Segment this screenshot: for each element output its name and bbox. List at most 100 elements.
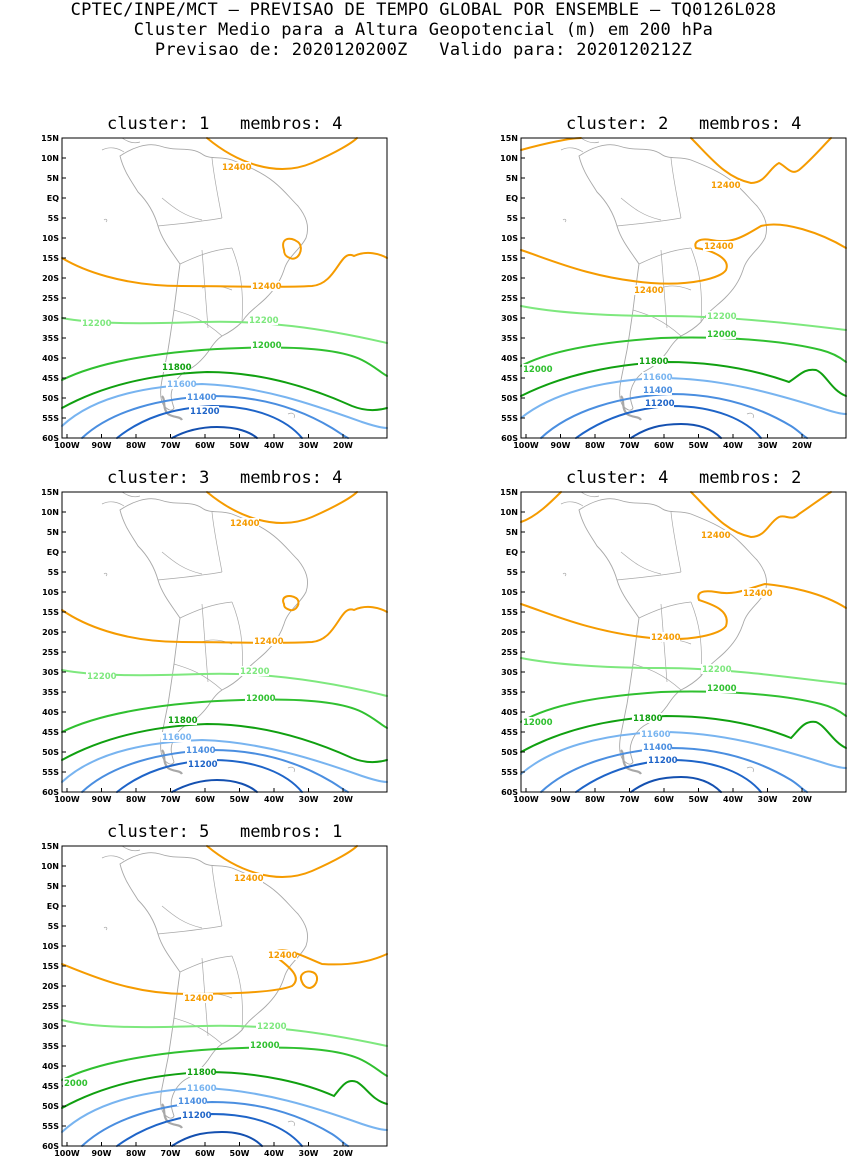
contour-label: 11600: [643, 373, 673, 383]
lon-tick-label: 30W: [299, 795, 319, 804]
coastline-layer: [560, 491, 768, 775]
lon-tick-label: 60W: [195, 795, 215, 804]
country-border: [690, 247, 702, 323]
country-border: [173, 1017, 223, 1045]
contour-label-bg: [181, 1110, 211, 1120]
island-outline: [287, 1120, 295, 1127]
contour-label-bg: [710, 180, 740, 190]
country-border: [660, 603, 668, 683]
contour-label: 11400: [186, 746, 216, 756]
country-border: [179, 601, 233, 619]
contour-label-bg: [256, 1021, 286, 1031]
contour-label-bg: [703, 241, 733, 251]
contour-label-bg: [638, 356, 668, 366]
south-america-coastline: [578, 498, 768, 765]
lat-tick-label: 15S: [42, 608, 59, 617]
contour-label: 12400: [184, 994, 214, 1004]
contour-label: 12200: [82, 319, 112, 329]
contour-label-bg: [633, 285, 663, 295]
contour-label-bg: [183, 993, 213, 1003]
lat-tick-label: 20S: [42, 982, 59, 991]
contour-line: [206, 845, 358, 878]
island-outline: [103, 572, 108, 577]
contour-label: 11400: [643, 743, 673, 753]
contour-label: 12000: [523, 365, 553, 375]
contour-label-bg: [251, 281, 281, 291]
lat-tick-label: 5S: [507, 568, 519, 577]
lat-tick-label: 15N: [41, 488, 59, 497]
lon-tick-label: 70W: [620, 441, 640, 450]
lat-tick-label: 5N: [47, 174, 59, 183]
island-outline: [121, 845, 141, 852]
island-outline: [121, 137, 141, 144]
island-outline: [562, 218, 567, 223]
lat-tick-label: 15S: [42, 254, 59, 263]
cluster-3-title: cluster: 3 membros: 4: [107, 468, 343, 488]
lat-tick-label: 60S: [42, 788, 59, 797]
contour-label-bg: [161, 362, 191, 372]
contour-line: [61, 722, 388, 763]
island-outline: [580, 491, 600, 498]
contour-line: [61, 1086, 388, 1133]
lat-tick-label: 45S: [501, 728, 518, 737]
contour-label: 11400: [178, 1097, 208, 1107]
contour-label-bg: [187, 759, 217, 769]
contour-label: 12000: [707, 330, 737, 340]
contour-label: 12000: [246, 694, 276, 704]
lon-tick-label: 60W: [195, 1149, 215, 1158]
island-outline: [103, 926, 108, 931]
country-border: [620, 551, 662, 575]
lat-tick-label: 5N: [47, 882, 59, 891]
lat-tick-label: 25S: [501, 294, 518, 303]
contour-label-bg: [249, 1040, 279, 1050]
cluster-4-title: cluster: 4 membros: 2: [566, 468, 802, 488]
country-border: [157, 571, 223, 581]
lon-tick-label: 100W: [513, 441, 539, 450]
country-border: [211, 865, 223, 927]
lat-tick-label: 15N: [41, 842, 59, 851]
south-america-coastline: [578, 144, 768, 411]
header-title: CPTEC/INPE/MCT — PREVISAO DE TEMPO GLOBA…: [70, 0, 777, 20]
country-border: [660, 249, 668, 329]
lat-tick-label: 35S: [42, 1042, 59, 1051]
lat-tick-label: 50S: [42, 394, 59, 403]
lon-tick-label: 80W: [585, 795, 605, 804]
map-frame: [520, 491, 847, 793]
lat-tick-label: 20S: [501, 628, 518, 637]
lon-tick-label: 30W: [299, 1149, 319, 1158]
contour-line: [520, 657, 847, 685]
lat-tick-label: 10S: [501, 234, 518, 243]
contour-line: [61, 370, 388, 411]
contour-label-bg: [186, 392, 216, 402]
contour-label: 11200: [188, 760, 218, 770]
lat-tick-label: EQ: [47, 902, 59, 911]
contour-label: 11800: [168, 716, 198, 726]
lat-tick-label: 55S: [501, 768, 518, 777]
lon-tick-label: 60W: [654, 795, 674, 804]
country-border: [179, 247, 233, 265]
lat-tick-label: 30S: [42, 668, 59, 677]
contour-label: 12000: [250, 1041, 280, 1051]
map-frame: [520, 137, 847, 439]
lon-tick-label: 90W: [551, 441, 571, 450]
lon-tick-label: 30W: [758, 441, 778, 450]
contour-label: 12000: [252, 341, 282, 351]
contour-line: [81, 394, 349, 439]
lon-tick-label: 50W: [230, 795, 250, 804]
lat-tick-label: 35S: [42, 688, 59, 697]
country-border: [660, 285, 692, 291]
cluster-4-map: 15N 10N 5N EQ 5S 10S 15S 20S 25S 30S 35S 40S 45S 50S 5…: [500, 488, 847, 804]
lon-tick-label: 30W: [758, 795, 778, 804]
header-dates: Previsao de: 2020120200Z Valido para: 20…: [154, 40, 693, 60]
cluster-2-title: cluster: 2 membros: 4: [566, 114, 802, 134]
contour-label-bg: [742, 588, 772, 598]
lat-tick-label: 60S: [42, 434, 59, 443]
lon-tick-label: 90W: [92, 795, 112, 804]
lat-tick-label: 15S: [501, 608, 518, 617]
country-border: [211, 157, 223, 219]
country-border: [201, 249, 209, 329]
contour-line: [61, 698, 388, 733]
contour-line: [61, 251, 388, 288]
contour-label-bg: [640, 729, 670, 739]
lon-tick-label: 60W: [195, 441, 215, 450]
